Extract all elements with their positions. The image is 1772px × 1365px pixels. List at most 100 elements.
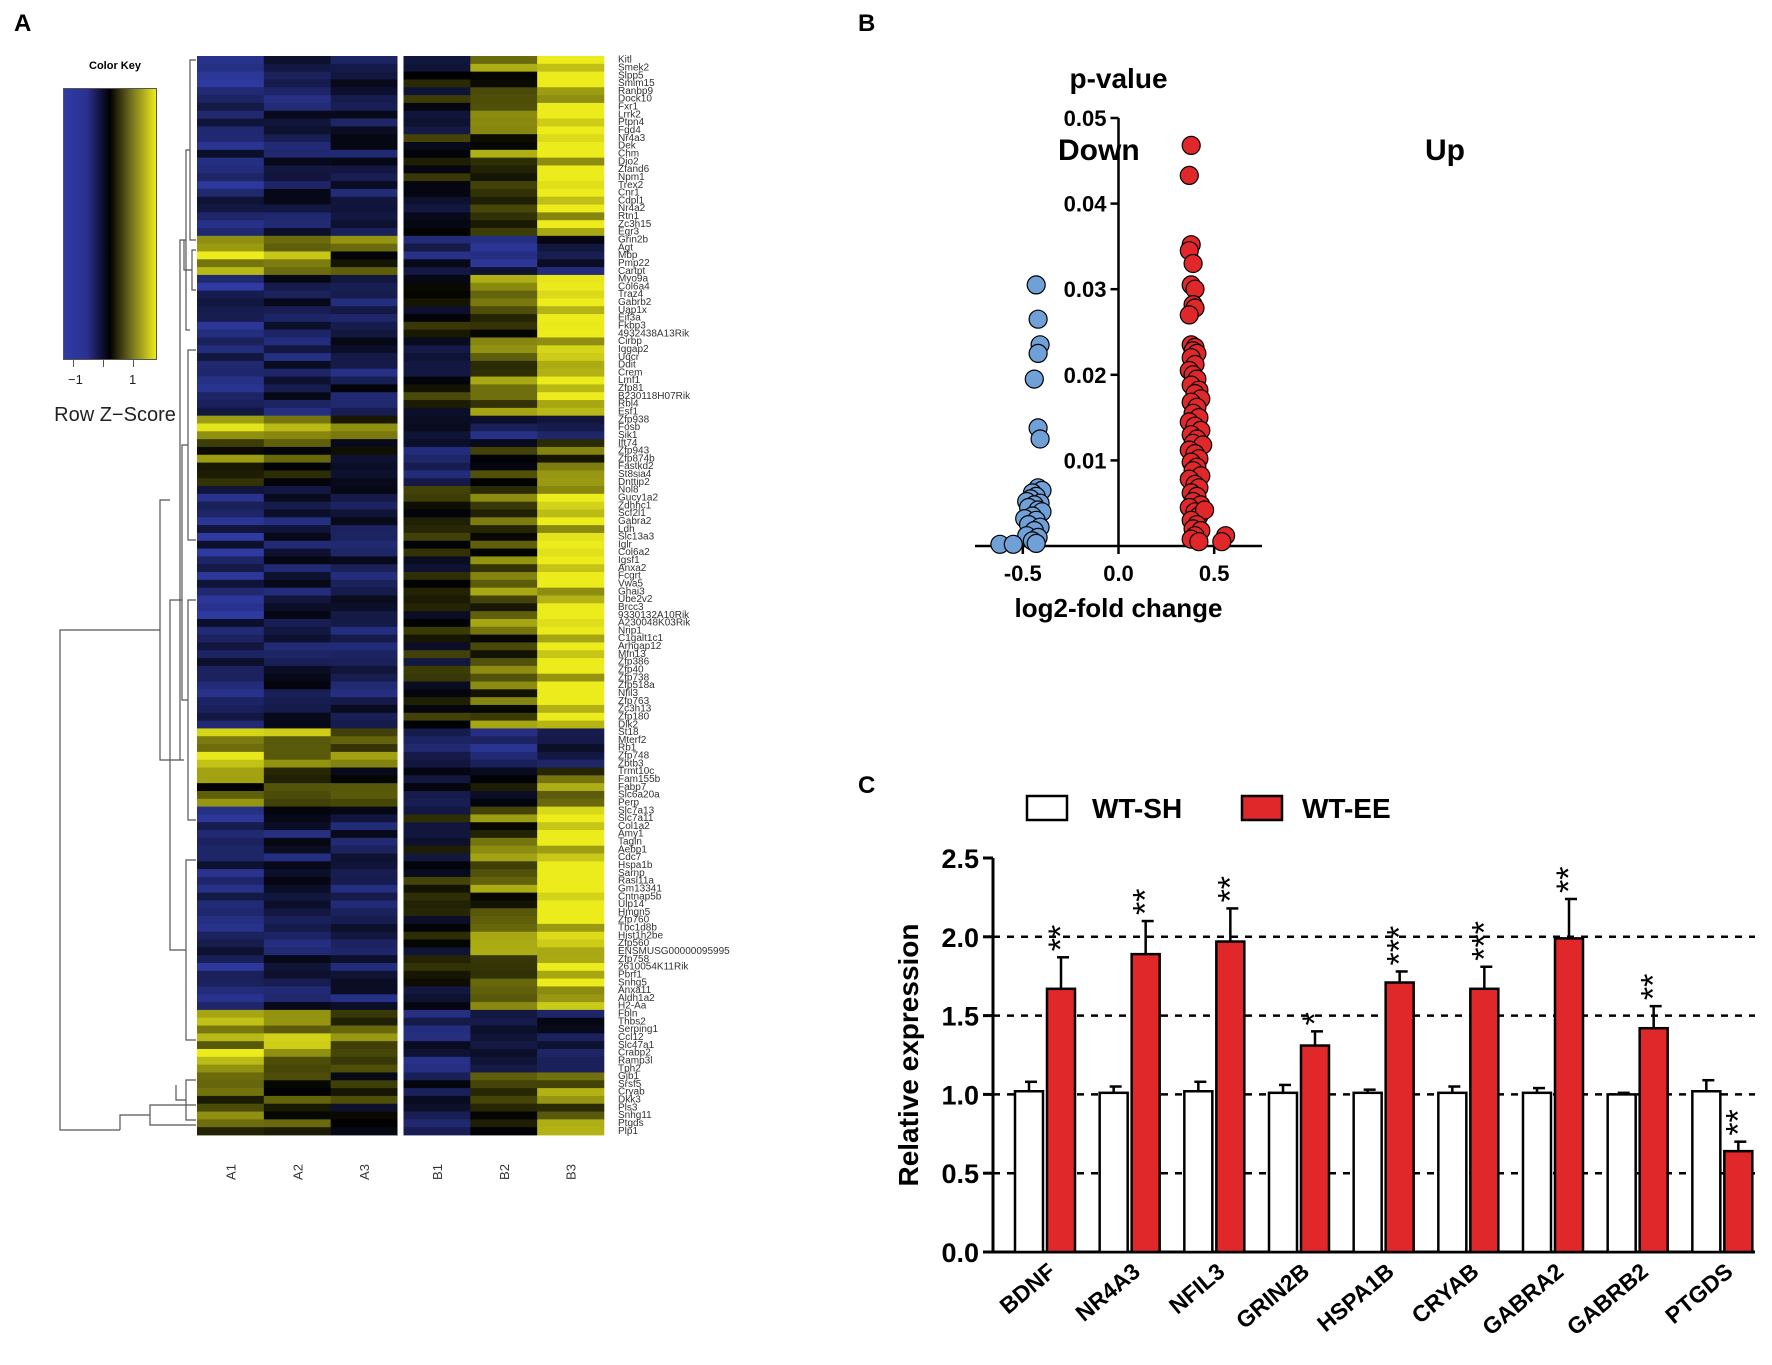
heatmap-cell (470, 423, 538, 432)
heatmap-cell (470, 689, 538, 698)
heatmap-cell (470, 439, 538, 448)
heatmap-row-label: Cntnap5b (618, 891, 662, 902)
heatmap-cell (330, 978, 398, 987)
heatmap-cell (403, 314, 471, 323)
volcano-point-up (1179, 360, 1199, 381)
heatmap-cell (470, 400, 538, 409)
heatmap-cell (403, 845, 471, 854)
heatmap-cell (470, 196, 538, 205)
heatmap-cell (470, 243, 538, 252)
heatmap-row-label: Fcgrt (618, 571, 641, 582)
dendrogram-branch (185, 1079, 196, 1121)
heatmap-row-label: Ghai3 (618, 586, 645, 597)
heatmap-cell (263, 955, 331, 964)
heatmap-row-label: Tagln (618, 837, 642, 848)
dendrogram-branch (169, 599, 186, 951)
heatmap-cell (330, 290, 398, 299)
heatmap-cell (197, 1064, 265, 1073)
volcano-point-up (1215, 526, 1236, 546)
heatmap-cell (330, 400, 398, 409)
heatmap-cell (263, 916, 331, 925)
volcano-point-up (1194, 500, 1215, 520)
heatmap-cell (263, 298, 331, 307)
heatmap-cell (537, 102, 605, 112)
heatmap-cell (470, 986, 538, 995)
heatmap-cell (330, 845, 398, 854)
bar-significance-label: *** (1381, 926, 1419, 966)
volcano-point-up (1212, 532, 1232, 552)
heatmap-cell (197, 665, 265, 675)
heatmap-cell (470, 697, 538, 706)
heatmap-cell (330, 556, 398, 565)
heatmap-cell (537, 517, 605, 526)
heatmap-row-label: Nr4a2 (618, 203, 646, 214)
heatmap-row-label: Eif3a (618, 313, 641, 324)
heatmap-cell (330, 1048, 398, 1058)
heatmap-cell (403, 71, 471, 80)
heatmap-cell (197, 329, 265, 338)
heatmap-cell (330, 908, 398, 917)
heatmap-cell (403, 947, 471, 956)
heatmap-cell (403, 1111, 471, 1120)
heatmap-cell (470, 63, 538, 73)
heatmap-cell (537, 1002, 605, 1011)
volcano-point-down (1026, 486, 1046, 506)
heatmap-cell (537, 71, 605, 80)
heatmap-row-label: Tbc1d8b (618, 923, 657, 934)
heatmap-cell (263, 306, 331, 315)
heatmap-cell (197, 493, 265, 503)
heatmap-cell (403, 814, 471, 823)
heatmap-cell (197, 861, 265, 870)
heatmap-cell (330, 415, 398, 424)
heatmap-cell (537, 767, 605, 776)
heatmap-cell (470, 157, 538, 166)
heatmap-cell (197, 720, 265, 729)
heatmap-dendrogram (59, 59, 196, 1131)
heatmap-row-label: A230048K03Rik (618, 618, 691, 629)
heatmap-cell (403, 384, 471, 393)
heatmap-cell (330, 923, 398, 933)
heatmap-cell (470, 869, 538, 878)
heatmap-cell (403, 1033, 471, 1042)
heatmap-cell (537, 564, 605, 573)
heatmap-cell (330, 1103, 398, 1112)
heatmap-cell (197, 1048, 265, 1058)
heatmap-cell (470, 1111, 538, 1120)
heatmap-cell (403, 955, 471, 964)
heatmap-cell (330, 376, 398, 385)
volcano-point-up (1191, 466, 1211, 486)
heatmap-row-label: Ulp14 (618, 899, 645, 910)
heatmap-cell (197, 188, 265, 198)
heatmap-cell (537, 822, 605, 831)
heatmap-cell (330, 407, 398, 417)
heatmap-cell (470, 587, 538, 596)
heatmap-cell (403, 1048, 471, 1058)
heatmap-cell (263, 1056, 331, 1066)
heatmap-cell (537, 775, 605, 784)
heatmap-cell (263, 407, 331, 417)
volcano-point-up (1179, 241, 1199, 261)
heatmap-row-label: Zfp560 (618, 938, 650, 949)
heatmap-cell (537, 1056, 605, 1066)
heatmap-row-label: Gucy1a2 (618, 493, 658, 504)
volcano-point-up (1185, 416, 1205, 436)
volcano-point-down (1024, 369, 1044, 389)
volcano-point-up (1189, 408, 1209, 428)
volcano-point-up (1187, 457, 1207, 477)
heatmap-cell (330, 900, 398, 909)
heatmap-cell (470, 1048, 538, 1058)
heatmap-cell (403, 704, 471, 714)
heatmap-cell (470, 486, 538, 495)
heatmap-cell (263, 736, 331, 745)
heatmap-cell (470, 407, 538, 417)
heatmap-row-label: Zfp81 (618, 383, 644, 394)
heatmap-cell (470, 650, 538, 659)
heatmap-cell (197, 56, 265, 65)
heatmap-cell (197, 517, 265, 526)
heatmap-cell (403, 853, 471, 862)
bar-y-tick-label: 1.5 (941, 1002, 979, 1032)
heatmap-cell (470, 118, 538, 127)
heatmap-cell (537, 665, 605, 675)
heatmap-cell (537, 1119, 605, 1128)
heatmap-cell (470, 376, 538, 385)
